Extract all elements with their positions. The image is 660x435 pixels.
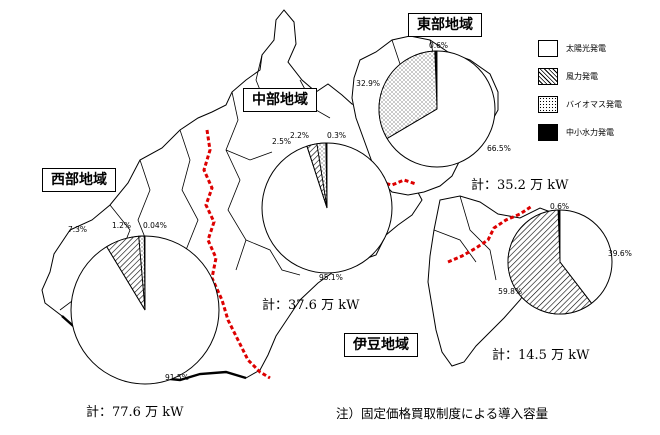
pie-slice-solar-edge	[106, 246, 146, 311]
legend-label-wind: 風力発電	[566, 71, 598, 81]
region-title-east: 東部地域	[408, 13, 482, 37]
pie-label: 0.3%	[327, 131, 346, 140]
legend-swatch-wind	[538, 67, 558, 85]
footnote: 注）固定価格買取制度による導入容量	[336, 406, 549, 421]
pie-label: 1.2%	[112, 221, 131, 230]
pie-label: 95.1%	[319, 273, 343, 282]
pie-label: 7.3%	[68, 225, 87, 234]
legend-swatch-hydro	[538, 123, 558, 141]
pie-slice-biomass	[378, 50, 438, 140]
pie-slice-solar-edge	[386, 108, 438, 139]
region-total-central: 計：37.6 万 kW	[262, 298, 360, 313]
legend-swatch-biomass	[538, 95, 558, 113]
legend-item-hydro: 中小水力発電	[538, 118, 648, 146]
pie-chart-izu: 39.6% 59.8% 0.6%	[498, 202, 632, 315]
region-total-izu: 計：14.5 万 kW	[492, 348, 590, 363]
pie-slice-solar-edge	[559, 261, 592, 304]
legend-item-solar: 太陽光発電	[538, 34, 648, 62]
pie-chart-west: 91.5% 7.3% 1.2% 0.04%	[68, 221, 220, 385]
pie-label: 59.8%	[498, 287, 522, 296]
pie-label: 0.6%	[550, 202, 569, 211]
west-central-border	[202, 129, 271, 380]
legend-swatch-solar	[538, 39, 558, 57]
region-total-east: 計：35.2 万 kW	[471, 178, 569, 193]
pie-label: 2.2%	[290, 131, 309, 140]
legend-label-solar: 太陽光発電	[566, 43, 606, 53]
pie-chart-east: 66.5% 32.9% 0.6%	[356, 41, 511, 168]
region-total-west: 計：77.6 万 kW	[86, 405, 184, 420]
region-title-izu: 伊豆地域	[344, 333, 418, 357]
east-izu-border	[447, 204, 533, 264]
pie-slice-wind	[507, 209, 593, 315]
legend-label-hydro: 中小水力発電	[566, 127, 614, 137]
pie-label: 66.5%	[487, 144, 511, 153]
pie-slice-solar-edge	[306, 146, 328, 209]
pie-label: 91.5%	[165, 373, 189, 382]
regional-borders	[202, 129, 533, 380]
pie-label: 32.9%	[356, 79, 380, 88]
region-title-central: 中部地域	[243, 88, 317, 112]
pie-label: 0.6%	[429, 41, 448, 50]
region-title-west: 西部地域	[42, 168, 116, 192]
legend-item-biomass: バイオマス発電	[538, 90, 648, 118]
pie-chart-central: 95.1% 2.5%2.2% 0.3%	[261, 131, 393, 282]
pie-label: 2.5%	[272, 137, 291, 146]
legend-label-biomass: バイオマス発電	[566, 99, 622, 109]
pie-label: 39.6%	[608, 249, 632, 258]
legend-item-wind: 風力発電	[538, 62, 648, 90]
pie-label: 0.04%	[143, 221, 167, 230]
legend: 太陽光発電 風力発電 バイオマス発電 中小水力発電	[538, 34, 648, 146]
